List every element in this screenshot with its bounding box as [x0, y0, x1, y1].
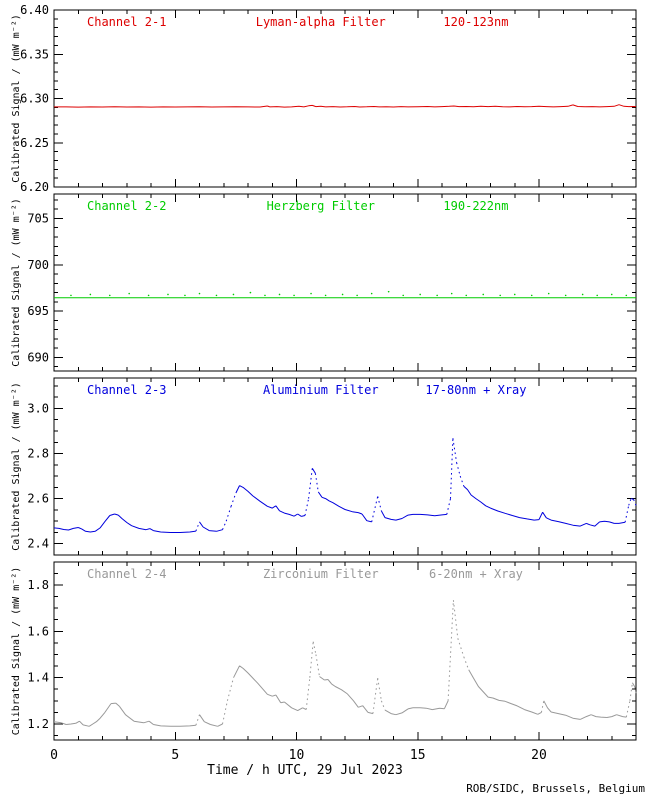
y-axis-title: Calibrated Signal / (mW m⁻²) [11, 382, 22, 551]
series-dot [167, 293, 169, 296]
series-dot [310, 292, 312, 295]
axes-panel-1 [53, 9, 637, 188]
series-dot [108, 294, 111, 297]
x-tick-label: 10 [289, 748, 305, 763]
series-dot [264, 294, 266, 297]
y-tick-label: 1.8 [27, 578, 49, 592]
series-dot [419, 293, 421, 296]
series-dot [465, 294, 468, 297]
y-tick-label: 1.6 [27, 624, 49, 638]
x-tick-label: 5 [171, 748, 179, 763]
series-dot [625, 294, 628, 297]
x-tick-label: 20 [531, 748, 547, 763]
series-dot [387, 290, 390, 293]
y-tick-label: 6.40 [20, 3, 49, 17]
y-tick-label: 6.25 [20, 136, 49, 150]
panel-label-filter: Aluminium Filter [263, 383, 379, 397]
series-dot [499, 294, 502, 297]
series-dot [547, 292, 550, 295]
panel-3: 2.4 2.6 2.8 3.0 Calibrated Signal / (mW m⁻²)… [11, 377, 637, 556]
panel-label-channel: Channel 2-1 [87, 15, 166, 29]
y-tick-label: 705 [27, 211, 49, 225]
y-tick-label: 1.2 [27, 717, 49, 731]
y-tick-label: 2.8 [27, 447, 49, 461]
y-tick-label: 2.4 [27, 537, 49, 551]
series-dot [89, 293, 92, 296]
axes-panel-3 [53, 377, 637, 556]
axes-panel-4 [53, 561, 637, 741]
panel-label-filter: Lyman-alpha Filter [256, 15, 386, 29]
panel-label-band: 17-80nm + Xray [425, 383, 526, 397]
series-dot [610, 293, 613, 296]
series-line-dotted [195, 600, 637, 726]
x-tick-label: 0 [50, 748, 58, 763]
series-line-dotted [195, 438, 637, 532]
panel-label-filter: Herzberg Filter [267, 199, 375, 213]
series-dot [128, 292, 130, 295]
panel-label-channel: Channel 2-2 [87, 199, 166, 213]
series-dot [184, 294, 186, 297]
series-dot [482, 293, 485, 296]
series-dot [198, 292, 201, 295]
y-axis-title: Calibrated Signal / (mW m⁻²) [11, 567, 22, 736]
series-line [53, 665, 636, 727]
y-tick-label: 700 [27, 258, 49, 272]
series-dot [564, 294, 567, 297]
credit-text: ROB/SIDC, Brussels, Belgium [466, 782, 645, 795]
panel-label-filter: Zirconium Filter [263, 567, 379, 581]
panel-label-band: 120-123nm [443, 15, 508, 29]
panel-4: 1.2 1.4 1.6 1.8 Calibrated Signal / (mW m⁻²)… [11, 561, 637, 741]
series-dot [513, 293, 516, 296]
y-tick-label: 3.0 [27, 401, 49, 415]
panel-label-band: 190-222nm [443, 199, 508, 213]
series-dot [402, 294, 405, 297]
y-axis-title: Calibrated Signal / (mW m⁻²) [11, 198, 22, 367]
series-dot [356, 294, 358, 297]
series-dot [581, 293, 584, 296]
series-dot [530, 294, 533, 297]
series-dot [147, 294, 150, 297]
y-tick-label: 6.30 [20, 92, 49, 106]
series-dot [215, 294, 218, 297]
y-axis-title: Calibrated Signal / (mW m⁻²) [11, 14, 22, 183]
panel-label-channel: Channel 2-3 [87, 383, 166, 397]
y-tick-label: 6.20 [20, 180, 49, 194]
y-tick-label: 1.4 [27, 671, 49, 685]
series-dot [341, 293, 344, 296]
series-dot [436, 294, 438, 297]
x-tick-label: 15 [410, 748, 426, 763]
series-dot [596, 294, 598, 297]
panel-label-band: 6-20nm + Xray [429, 567, 523, 581]
series-dot [450, 292, 453, 295]
x-axis-title: Time / h UTC, 29 Jul 2023 [207, 763, 403, 778]
series-dot [232, 293, 235, 296]
series-dot [324, 294, 327, 297]
y-tick-label: 6.35 [20, 47, 49, 61]
axes-panel-2 [53, 193, 637, 372]
series-dot [70, 294, 72, 297]
y-tick-label: 2.6 [27, 492, 49, 506]
series-dot [293, 294, 295, 297]
series-line [53, 467, 634, 533]
panel-label-channel: Channel 2-4 [87, 567, 166, 581]
series-dot [278, 293, 281, 296]
panel-2: 690 695 700 705 Calibrated Signal / (mW m⁻²)… [11, 193, 637, 372]
y-tick-label: 695 [27, 304, 49, 318]
y-tick-label: 690 [27, 350, 49, 364]
series-dot [370, 292, 373, 295]
series-line [54, 104, 637, 108]
series-dot [249, 291, 252, 294]
